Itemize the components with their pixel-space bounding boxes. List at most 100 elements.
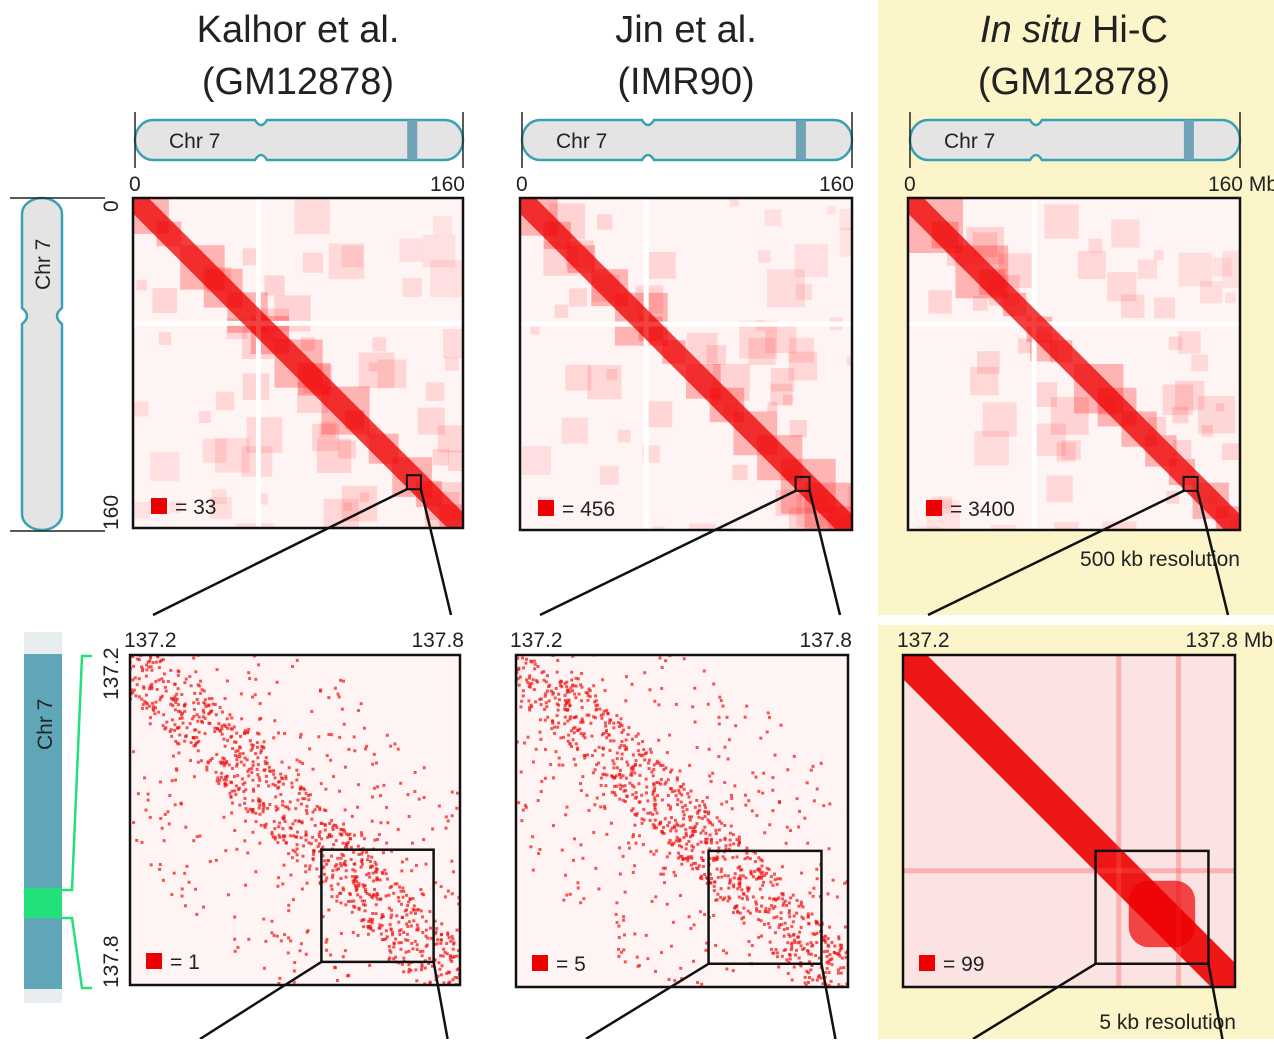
heat-dot bbox=[623, 790, 626, 793]
heat-dot bbox=[685, 834, 688, 837]
heat-dot bbox=[602, 793, 605, 796]
heat-dot bbox=[136, 683, 139, 686]
heat-dot bbox=[194, 600, 197, 603]
heat-dot bbox=[739, 874, 742, 877]
heat-dot bbox=[763, 923, 766, 926]
heat-dot bbox=[785, 842, 788, 845]
chromosome-bar-end bbox=[24, 632, 62, 654]
heat-dot bbox=[604, 784, 607, 787]
heat-dot bbox=[225, 760, 228, 763]
heat-dot bbox=[155, 661, 158, 664]
heat-dot bbox=[540, 780, 543, 783]
heat-dot bbox=[242, 790, 245, 793]
scale-label: = 1 bbox=[170, 951, 200, 974]
heat-dot bbox=[838, 994, 841, 997]
heat-dot bbox=[144, 809, 147, 812]
heat-dot bbox=[339, 679, 342, 682]
heat-dot bbox=[675, 829, 678, 832]
heat-dot bbox=[743, 857, 746, 860]
heat-block bbox=[1225, 293, 1236, 304]
heat-dot bbox=[575, 685, 578, 688]
title-text: Jin et al. bbox=[615, 9, 757, 51]
heat-dot bbox=[801, 948, 804, 951]
heat-dot bbox=[707, 812, 710, 815]
heat-dot bbox=[806, 943, 809, 946]
heat-dot bbox=[789, 829, 792, 832]
heat-dot bbox=[385, 806, 388, 809]
heat-dot bbox=[634, 797, 637, 800]
heat-dot bbox=[809, 992, 812, 995]
heat-dot bbox=[765, 910, 768, 913]
heat-dot bbox=[603, 807, 606, 810]
heat-dot bbox=[265, 756, 268, 759]
heat-dot bbox=[365, 851, 368, 854]
heat-dot bbox=[289, 636, 292, 639]
heat-dot bbox=[716, 841, 719, 844]
heat-dot bbox=[687, 633, 690, 636]
heat-dot bbox=[192, 701, 195, 704]
heat-dot bbox=[550, 690, 553, 693]
heat-dot bbox=[375, 912, 378, 915]
heat-dot bbox=[681, 806, 684, 809]
heat-dot bbox=[446, 952, 449, 955]
heat-dot bbox=[398, 1018, 401, 1021]
heat-dot bbox=[718, 696, 721, 699]
heat-dot bbox=[703, 803, 706, 806]
axis-label: 0 bbox=[904, 173, 916, 196]
heat-dot bbox=[628, 580, 631, 583]
heat-dot bbox=[521, 657, 524, 660]
heat-dot bbox=[621, 753, 624, 756]
heat-dot bbox=[690, 1002, 693, 1005]
heat-dot bbox=[807, 922, 810, 925]
heat-dot bbox=[872, 937, 875, 940]
heat-dot bbox=[138, 695, 141, 698]
heat-dot bbox=[637, 742, 640, 745]
heat-dot bbox=[822, 995, 825, 998]
heat-dot bbox=[725, 800, 728, 803]
heat-dot bbox=[180, 802, 183, 805]
heat-dot bbox=[500, 675, 503, 678]
heat-dot bbox=[497, 770, 500, 773]
heat-dot bbox=[280, 761, 283, 764]
heat-dot bbox=[769, 941, 772, 944]
heat-dot bbox=[450, 990, 453, 993]
heat-dot bbox=[402, 890, 405, 893]
heat-dot bbox=[440, 973, 443, 976]
column-subtitle: (GM12878) bbox=[202, 61, 394, 103]
heat-dot bbox=[503, 671, 506, 674]
heat-dot bbox=[121, 735, 124, 738]
heat-dot bbox=[406, 904, 409, 907]
heat-dot bbox=[164, 686, 167, 689]
heat-dot bbox=[347, 974, 350, 977]
heat-dot bbox=[625, 738, 628, 741]
heat-dot bbox=[554, 696, 557, 699]
heat-dot bbox=[604, 689, 607, 692]
heat-dot bbox=[425, 929, 428, 932]
heat-dot bbox=[594, 768, 597, 771]
heat-dot bbox=[92, 725, 95, 728]
heat-dot bbox=[339, 862, 342, 865]
heat-dot bbox=[363, 837, 366, 840]
heat-dot bbox=[799, 1009, 802, 1012]
heat-dot bbox=[196, 632, 199, 635]
heat-dot bbox=[574, 696, 577, 699]
heat-block bbox=[530, 326, 539, 335]
heat-dot bbox=[851, 838, 854, 841]
column-title: Kalhor et al. bbox=[197, 9, 400, 51]
heat-dot bbox=[743, 922, 746, 925]
heat-dot bbox=[565, 894, 568, 897]
heat-dot bbox=[466, 962, 469, 965]
heat-dot bbox=[410, 942, 413, 945]
heat-dot bbox=[345, 842, 348, 845]
heat-dot bbox=[150, 686, 153, 689]
heat-dot bbox=[194, 728, 197, 731]
heat-dot bbox=[701, 817, 704, 820]
heat-dot bbox=[738, 865, 741, 868]
heat-dot bbox=[467, 851, 470, 854]
heat-dot bbox=[419, 888, 422, 891]
heat-dot bbox=[404, 987, 407, 990]
heat-dot bbox=[638, 774, 641, 777]
heat-dot bbox=[664, 659, 667, 662]
heat-dot bbox=[295, 778, 298, 781]
heat-dot bbox=[583, 756, 586, 759]
